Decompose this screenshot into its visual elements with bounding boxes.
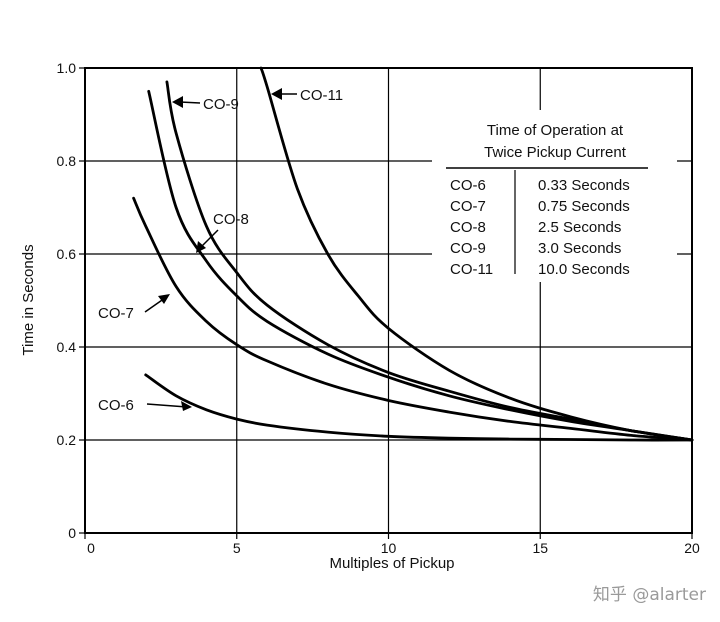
x-tick-label: 20 (684, 540, 700, 556)
series-line-co-11 (259, 66, 694, 442)
y-tick-label: 1.0 (57, 60, 77, 76)
x-tick-label: 5 (233, 540, 241, 556)
series-line-co-7 (132, 196, 694, 442)
table-row-time: 10.0 Seconds (538, 261, 630, 278)
annotation-co-6-arrow (146, 403, 188, 408)
table-title-line2: Twice Pickup Current (484, 144, 627, 161)
annotation-co-9: CO-9 (172, 96, 239, 113)
y-tick-label: 0.2 (57, 432, 77, 448)
annotation-co-11-arrowhead (271, 88, 282, 100)
annotation-co-8-arrow (199, 229, 219, 249)
x-axis-ticks: 0 5 10 15 20 (84, 533, 700, 556)
table-title-line1: Time of Operation at (487, 122, 624, 139)
annotation-co-6-arrowhead (181, 401, 192, 411)
table-row-curve: CO-11 (450, 261, 493, 278)
annotation-co-8: CO-8 (196, 211, 249, 253)
table-row-curve: CO-7 (450, 198, 486, 215)
x-tick-label: 0 (87, 540, 95, 556)
annotation-co-8-text: CO-8 (213, 211, 249, 228)
annotation-co-7-text: CO-7 (98, 305, 134, 322)
annotation-co-6-text: CO-6 (98, 397, 134, 414)
annotation-co-6: CO-6 (98, 397, 192, 414)
series-line-co-6 (144, 373, 694, 442)
y-axis-ticks: 0 0.2 0.4 0.6 0.8 1.0 (57, 60, 85, 541)
annotation-co-8-arrowhead (196, 241, 206, 253)
table-row-curve: CO-9 (450, 240, 486, 257)
y-tick-label: 0.4 (57, 339, 77, 355)
annotation-co-7-arrowhead (158, 294, 170, 304)
series-group (132, 66, 694, 442)
x-tick-label: 15 (532, 540, 548, 556)
watermark: 知乎 @alarter (593, 585, 706, 605)
annotation-co-9-arrowhead (172, 96, 183, 108)
annotation-co-9-arrow (179, 101, 201, 104)
table-row-time: 2.5 Seconds (538, 219, 621, 236)
table-background (432, 110, 677, 282)
y-tick-label: 0.6 (57, 246, 77, 262)
series-line-co-8 (147, 89, 694, 442)
y-axis-label: Time in Seconds (20, 244, 37, 355)
table-row-curve: CO-6 (450, 177, 486, 194)
annotation-co-7: CO-7 (98, 294, 170, 322)
annotation-co-9-text: CO-9 (203, 96, 239, 113)
y-tick-label: 0 (68, 525, 76, 541)
series-line-co-9 (165, 80, 694, 442)
table-row-curve: CO-8 (450, 219, 486, 236)
x-tick-label: 10 (381, 540, 397, 556)
operation-time-table: Time of Operation at Twice Pickup Curren… (432, 110, 677, 282)
x-axis-label: Multiples of Pickup (329, 555, 454, 572)
annotation-co-11-text: CO-11 (300, 87, 343, 104)
annotation-co-11: CO-11 (271, 87, 343, 104)
y-tick-label: 0.8 (57, 153, 77, 169)
table-rows: CO-6 0.33 Seconds CO-7 0.75 Seconds CO-8 2.5 … (450, 177, 630, 278)
table-row-time: 0.75 Seconds (538, 198, 630, 215)
table-row-time: 3.0 Seconds (538, 240, 621, 257)
table-row-time: 0.33 Seconds (538, 177, 630, 194)
